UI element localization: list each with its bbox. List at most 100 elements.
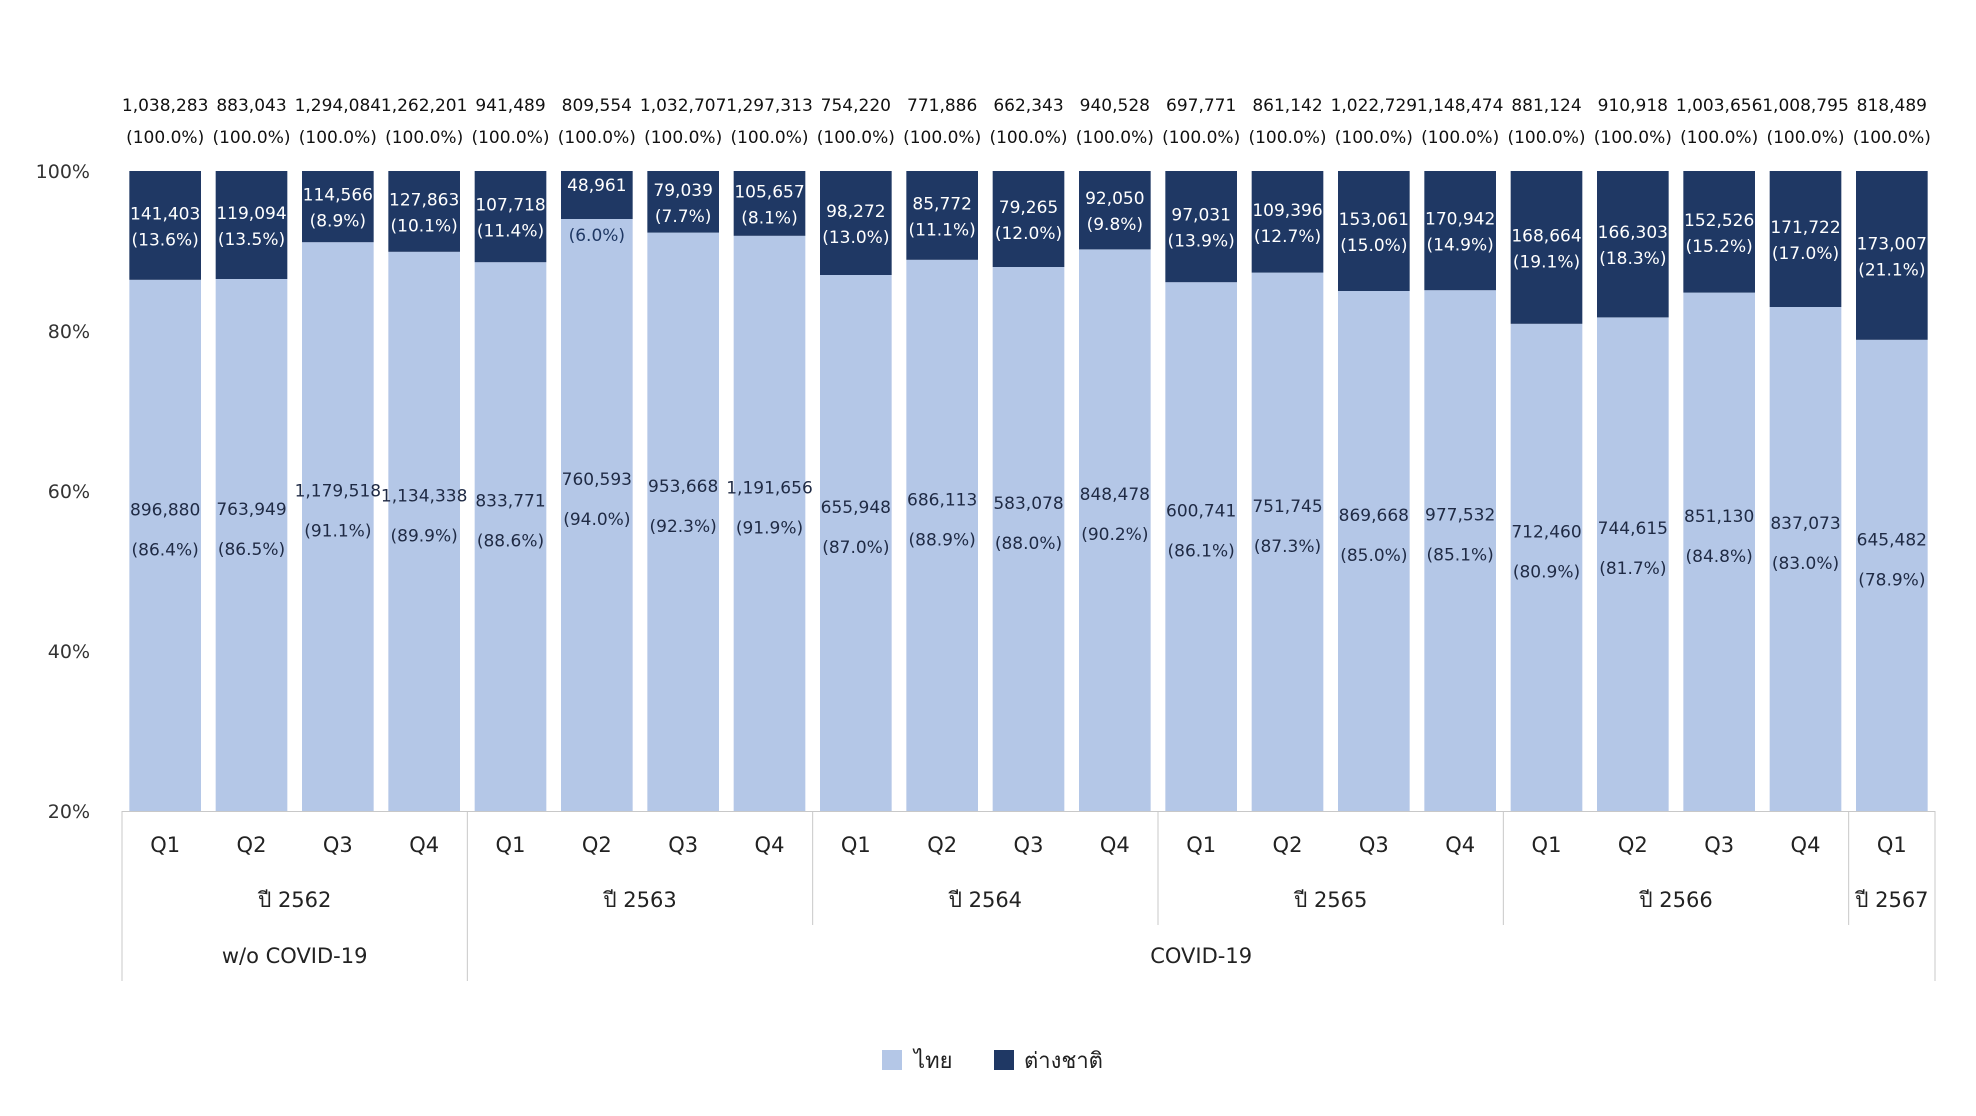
- total-count-label: 818,489: [1857, 96, 1927, 116]
- legend-swatch-thai: [882, 1050, 902, 1070]
- bar-segment-foreign: [733, 171, 806, 236]
- total-count-label: 754,220: [821, 96, 891, 116]
- y-tick-label: 20%: [48, 801, 90, 823]
- x-tick-label: Q3: [1359, 833, 1389, 857]
- thai-count-label: 848,478: [1080, 485, 1150, 505]
- foreign-count-label: 79,265: [999, 198, 1058, 218]
- bar-segment-thai: [733, 235, 806, 812]
- total-pct-label: (100.0%): [385, 128, 463, 148]
- x-tick-label: Q4: [755, 833, 785, 857]
- foreign-pct-label: (11.4%): [477, 222, 544, 242]
- thai-pct-label: (85.0%): [1340, 546, 1407, 566]
- x-tick-label: Q1: [1186, 833, 1216, 857]
- foreign-count-label: 170,942: [1425, 210, 1495, 230]
- thai-pct-label: (81.7%): [1599, 559, 1666, 579]
- thai-count-label: 1,191,656: [726, 478, 813, 498]
- bar-segment-thai: [388, 251, 460, 812]
- foreign-pct-label: (8.1%): [741, 208, 797, 228]
- total-count-label: 910,918: [1598, 96, 1668, 116]
- bar-segment-foreign: [474, 171, 547, 263]
- total-pct-label: (100.0%): [1766, 128, 1844, 148]
- x-tick-label: Q2: [927, 833, 957, 857]
- bar-segment-foreign: [1424, 171, 1496, 291]
- total-pct-label: (100.0%): [558, 128, 636, 148]
- total-pct-label: (100.0%): [1162, 128, 1240, 148]
- thai-pct-label: (87.0%): [822, 538, 889, 558]
- foreign-pct-label: (18.3%): [1599, 249, 1666, 269]
- foreign-count-label: 141,403: [130, 204, 200, 224]
- total-pct-label: (100.0%): [817, 128, 895, 148]
- foreign-count-label: 109,396: [1252, 201, 1322, 221]
- thai-pct-label: (78.9%): [1858, 570, 1925, 590]
- bar-segment-foreign: [215, 171, 288, 279]
- foreign-count-label: 114,566: [303, 186, 373, 206]
- bar-segment-thai: [1338, 291, 1410, 811]
- foreign-pct-label: (13.0%): [822, 228, 889, 248]
- foreign-count-label: 85,772: [912, 194, 971, 214]
- total-pct-label: (100.0%): [126, 128, 204, 148]
- foreign-pct-label: (12.7%): [1254, 227, 1321, 247]
- total-count-label: 1,294,084: [295, 96, 382, 116]
- bar-segment-thai: [647, 232, 719, 812]
- foreign-pct-label: (17.0%): [1772, 244, 1839, 264]
- thai-count-label: 744,615: [1598, 519, 1668, 539]
- foreign-pct-label: (12.0%): [995, 224, 1062, 244]
- total-pct-label: (100.0%): [1248, 128, 1326, 148]
- bar-segment-foreign: [1683, 171, 1755, 293]
- thai-pct-label: (90.2%): [1081, 525, 1148, 545]
- period-group-label: COVID-19: [1150, 944, 1252, 968]
- foreign-pct-label: (13.9%): [1168, 232, 1235, 252]
- foreign-pct-label: (13.5%): [218, 230, 285, 250]
- total-pct-label: (100.0%): [299, 128, 377, 148]
- x-tick-label: Q2: [1618, 833, 1648, 857]
- foreign-count-label: 152,526: [1684, 211, 1754, 231]
- thai-pct-label: (84.8%): [1686, 547, 1753, 567]
- thai-count-label: 896,880: [130, 500, 200, 520]
- thai-pct-label: (86.4%): [132, 540, 199, 560]
- year-group-label: ปี 2563: [603, 888, 677, 912]
- bar-segment-thai: [215, 279, 288, 811]
- bar-segment-thai: [1165, 282, 1237, 811]
- thai-count-label: 1,134,338: [381, 486, 468, 506]
- bar-segment-foreign: [1079, 171, 1151, 250]
- foreign-pct-label: (8.9%): [310, 212, 366, 232]
- thai-count-label: 837,073: [1770, 514, 1840, 534]
- y-tick-label: 60%: [48, 481, 90, 503]
- bar-segment-thai: [992, 267, 1065, 811]
- foreign-pct-label: (10.1%): [391, 216, 458, 236]
- x-tick-label: Q4: [1445, 833, 1475, 857]
- total-pct-label: (100.0%): [1335, 128, 1413, 148]
- thai-count-label: 977,532: [1425, 506, 1495, 526]
- x-tick-label: Q4: [1100, 833, 1130, 857]
- bar-segment-foreign: [129, 171, 201, 280]
- foreign-count-label: 105,657: [734, 182, 804, 202]
- total-count-label: 771,886: [907, 96, 977, 116]
- legend-swatch-foreign: [994, 1050, 1014, 1070]
- foreign-count-label: 79,039: [653, 181, 712, 201]
- bar-segment-foreign: [1769, 171, 1842, 307]
- total-pct-label: (100.0%): [989, 128, 1067, 148]
- bar-segment-thai: [129, 279, 201, 811]
- total-pct-label: (100.0%): [212, 128, 290, 148]
- bar-segment-foreign: [1510, 171, 1583, 324]
- thai-pct-label: (92.3%): [650, 517, 717, 537]
- thai-pct-label: (88.6%): [477, 532, 544, 552]
- thai-count-label: 600,741: [1166, 502, 1236, 522]
- x-tick-label: Q3: [1014, 833, 1044, 857]
- bar-segment-thai: [302, 242, 374, 811]
- x-tick-label: Q4: [409, 833, 439, 857]
- thai-count-label: 763,949: [216, 500, 286, 520]
- bar-segment-foreign: [906, 171, 978, 260]
- y-tick-label: 100%: [36, 161, 90, 183]
- foreign-count-label: 166,303: [1598, 223, 1668, 243]
- foreign-pct-label: (9.8%): [1087, 215, 1143, 235]
- bar-segment-thai: [1424, 290, 1496, 811]
- foreign-count-label: 48,961: [567, 176, 626, 196]
- thai-count-label: 869,668: [1339, 506, 1409, 526]
- foreign-count-label: 153,061: [1339, 210, 1409, 230]
- total-pct-label: (100.0%): [644, 128, 722, 148]
- x-tick-label: Q1: [150, 833, 180, 857]
- thai-pct-label: (88.0%): [995, 534, 1062, 554]
- total-count-label: 1,032,707: [640, 96, 727, 116]
